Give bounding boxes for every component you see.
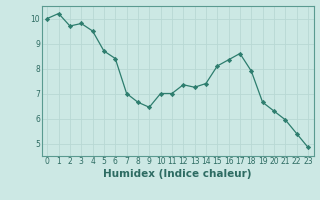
X-axis label: Humidex (Indice chaleur): Humidex (Indice chaleur) (103, 169, 252, 179)
